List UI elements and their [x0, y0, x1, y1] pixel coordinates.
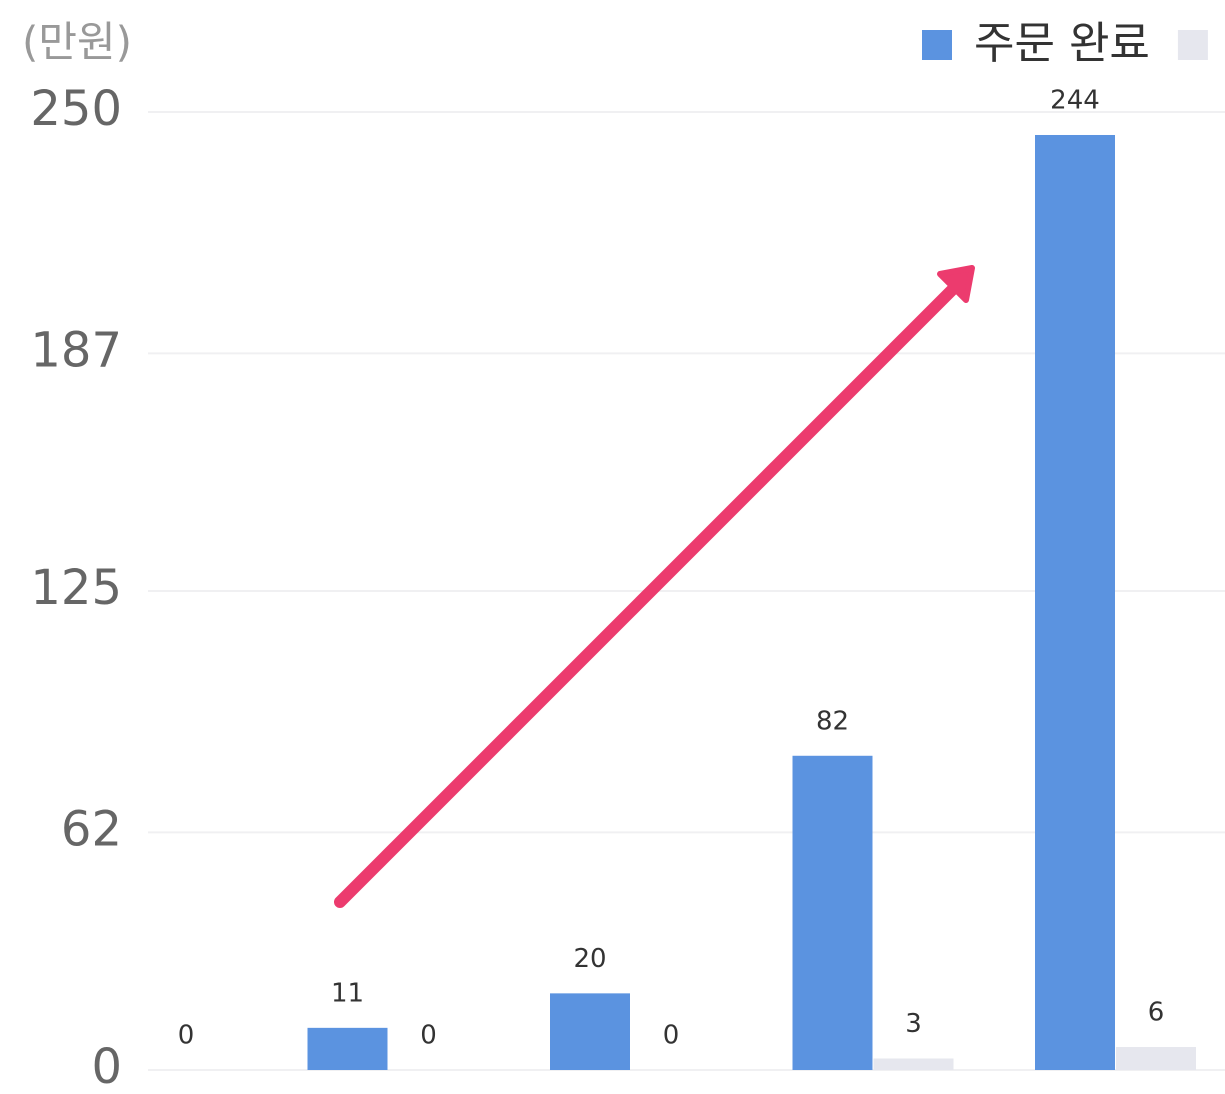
value-label: 0 [420, 1021, 437, 1051]
value-label: 3 [905, 1009, 922, 1039]
legend-label: 주문 완료 [974, 18, 1150, 69]
bar [873, 1058, 954, 1070]
arrow-head [937, 265, 975, 303]
trend-arrow [334, 265, 975, 908]
bar [307, 1027, 388, 1070]
y-tick-label: 62 [61, 801, 122, 857]
value-label: 11 [331, 978, 364, 1008]
value-label: 0 [178, 1021, 195, 1051]
y-tick-label: 125 [30, 560, 122, 616]
legend-swatch [922, 30, 952, 60]
value-label: 6 [1148, 998, 1165, 1028]
y-tick-label: 187 [30, 322, 122, 378]
bar [1116, 1047, 1196, 1070]
arrow-shaft [334, 284, 958, 908]
legend-swatch [1177, 30, 1208, 60]
value-label: 244 [1050, 85, 1100, 115]
y-axis-unit: (만원) [22, 18, 132, 67]
value-label: 82 [816, 706, 849, 736]
y-tick-label: 0 [91, 1039, 122, 1094]
y-tick-label: 250 [30, 81, 122, 137]
bar [550, 993, 630, 1070]
value-label: 20 [573, 944, 606, 974]
bar [1035, 134, 1115, 1070]
bar [792, 755, 873, 1070]
value-label: 0 [663, 1021, 680, 1051]
